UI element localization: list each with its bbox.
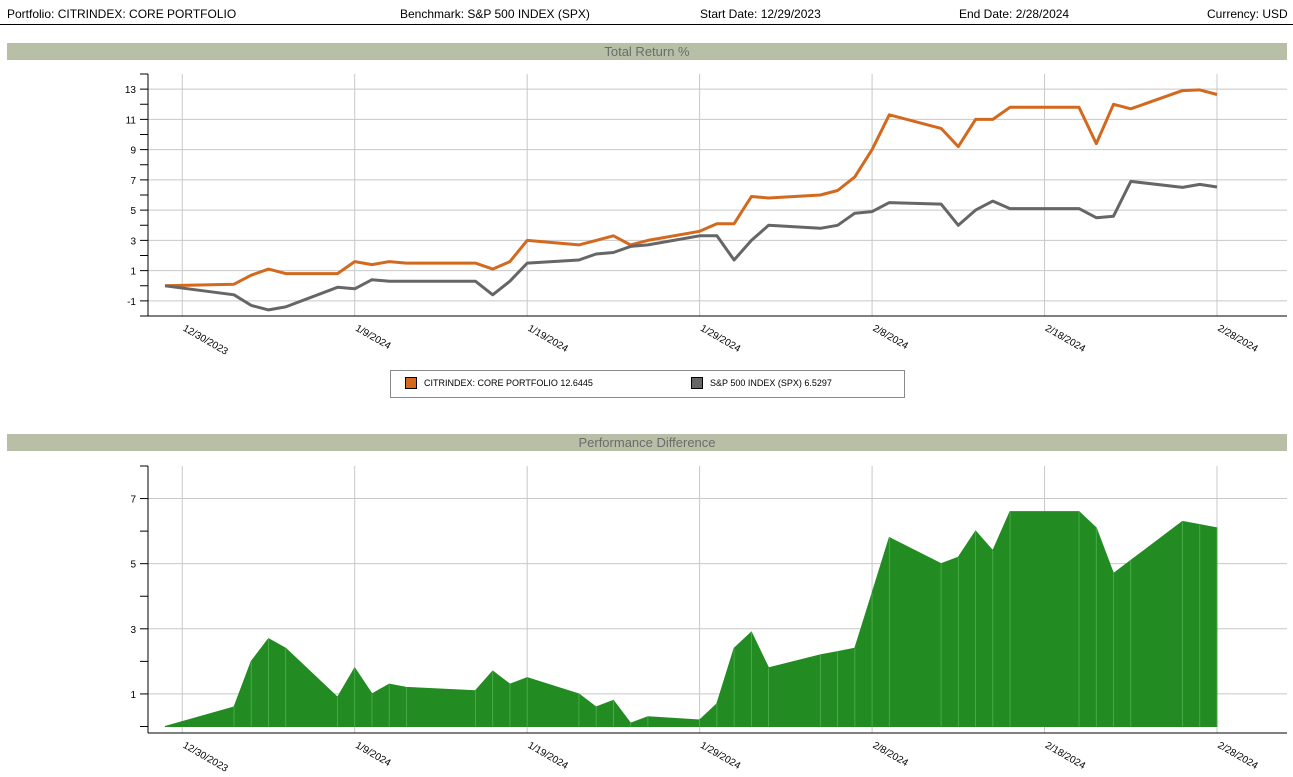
y-tick-label-1-0: 1 [130, 690, 136, 701]
report-header: Portfolio: CITRINDEX: CORE PORTFOLIO Ben… [0, 0, 1293, 25]
series-line-portfolio [164, 88, 1218, 288]
y-tick-label-0-2: 3 [130, 236, 136, 247]
x-tick-label-1-2: 1/19/2024 [526, 740, 570, 772]
x-tick-label-0-0: 12/30/2023 [181, 323, 230, 358]
y-tick-label-0-6: 11 [126, 115, 137, 126]
legend-swatch-benchmark [691, 377, 703, 389]
x-tick-label-1-3: 1/29/2024 [698, 740, 742, 772]
x-tick-label-1-0: 12/30/2023 [181, 740, 230, 775]
y-tick-label-1-1: 3 [130, 625, 136, 636]
total-return-title: Total Return % [7, 43, 1287, 60]
portfolio-label: Portfolio: CITRINDEX: CORE PORTFOLIO [7, 7, 237, 21]
x-tick-label-0-3: 1/29/2024 [698, 323, 742, 355]
x-tick-label-1-1: 1/9/2024 [353, 740, 393, 769]
y-tick-label-0-0: -1 [127, 297, 136, 308]
legend-item-portfolio: CITRINDEX: CORE PORTFOLIO 12.6445 [405, 377, 593, 389]
x-tick-label-0-2: 1/19/2024 [526, 323, 570, 355]
legend-text-portfolio: CITRINDEX: CORE PORTFOLIO 12.6445 [424, 378, 593, 388]
x-tick-label-0-6: 2/28/2024 [1216, 323, 1260, 355]
x-tick-label-1-6: 2/28/2024 [1216, 740, 1260, 772]
x-tick-label-0-4: 2/8/2024 [871, 323, 911, 352]
legend-swatch-portfolio [405, 377, 417, 389]
y-tick-label-0-1: 1 [130, 267, 136, 278]
chart-legend: CITRINDEX: CORE PORTFOLIO 12.6445 S&P 50… [390, 370, 905, 398]
performance-difference-title: Performance Difference [7, 434, 1287, 451]
x-tick-label-1-4: 2/8/2024 [871, 740, 911, 769]
x-tick-label-1-5: 2/18/2024 [1043, 740, 1087, 772]
x-tick-label-0-5: 2/18/2024 [1043, 323, 1087, 355]
y-tick-label-0-4: 7 [130, 176, 136, 187]
x-tick-label-0-1: 1/9/2024 [353, 323, 393, 352]
y-tick-label-1-2: 5 [130, 560, 136, 571]
y-tick-label-1-3: 7 [130, 495, 136, 506]
y-tick-label-0-7: 13 [125, 85, 137, 96]
y-tick-label-0-3: 5 [130, 206, 136, 217]
end-date-label: End Date: 2/28/2024 [959, 7, 1070, 21]
legend-text-benchmark: S&P 500 INDEX (SPX) 6.5297 [710, 378, 832, 388]
legend-item-benchmark: S&P 500 INDEX (SPX) 6.5297 [691, 377, 832, 389]
start-date-label: Start Date: 12/29/2023 [700, 7, 821, 21]
series-line-benchmark [164, 179, 1218, 312]
y-tick-label-0-5: 9 [130, 146, 136, 157]
benchmark-label: Benchmark: S&P 500 INDEX (SPX) [400, 7, 590, 21]
currency-label: Currency: USD [1207, 7, 1288, 21]
